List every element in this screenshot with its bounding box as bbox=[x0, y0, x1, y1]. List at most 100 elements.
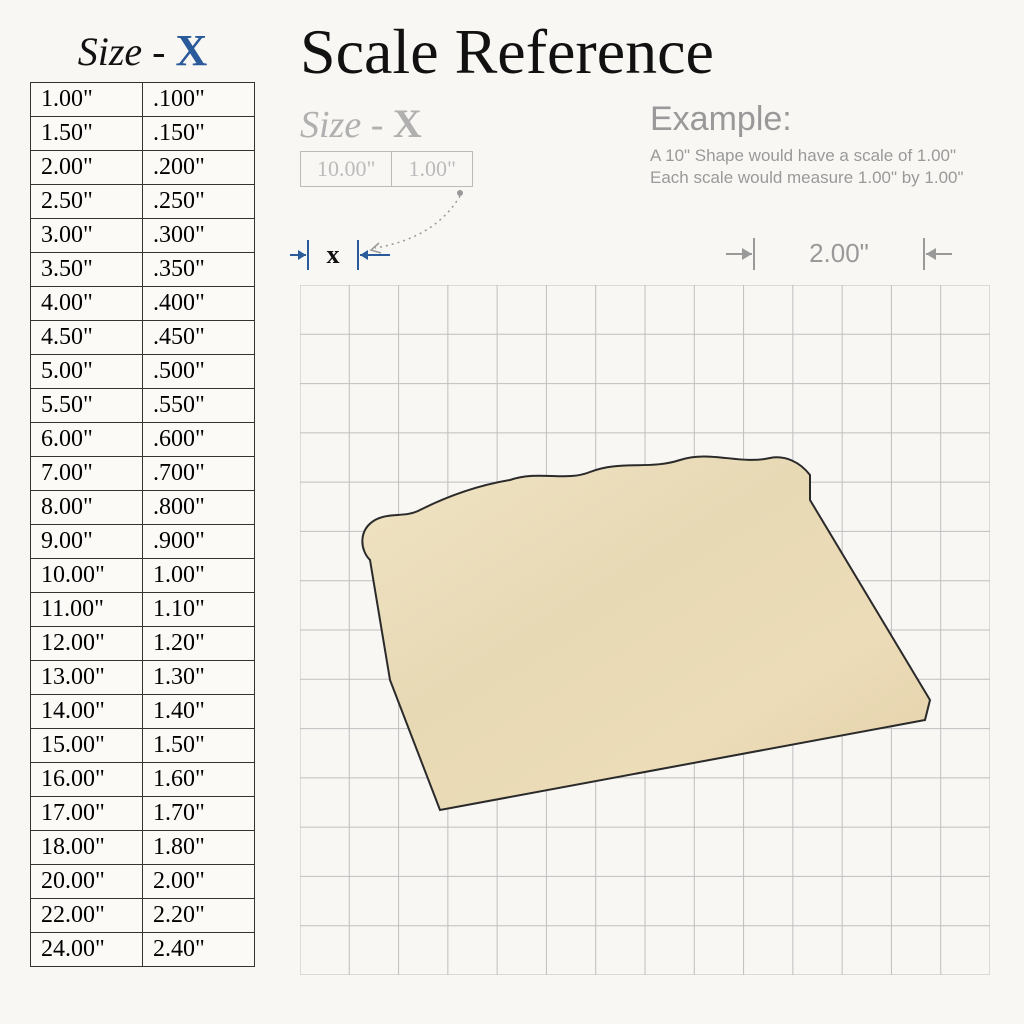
table-row: 7.00".700" bbox=[31, 457, 255, 491]
size-table: 1.00".100"1.50".150"2.00".200"2.50".250"… bbox=[30, 82, 255, 967]
example-line-1: A 10" Shape would have a scale of 1.00" bbox=[650, 145, 1010, 167]
table-row: 20.00"2.00" bbox=[31, 865, 255, 899]
scale-cell: .450" bbox=[143, 321, 255, 355]
size-cell: 3.00" bbox=[31, 219, 143, 253]
scale-cell: 1.30" bbox=[143, 661, 255, 695]
table-row: 1.00".100" bbox=[31, 83, 255, 117]
table-row: 10.00"1.00" bbox=[31, 559, 255, 593]
table-row: 4.00".400" bbox=[31, 287, 255, 321]
two-inch-indicator: 2.00" bbox=[724, 232, 954, 272]
size-cell: 8.00" bbox=[31, 491, 143, 525]
size-cell: 9.00" bbox=[31, 525, 143, 559]
scale-cell: 1.40" bbox=[143, 695, 255, 729]
size-cell: 14.00" bbox=[31, 695, 143, 729]
table-row: 1.50".150" bbox=[31, 117, 255, 151]
size-cell: 5.00" bbox=[31, 355, 143, 389]
size-cell: 20.00" bbox=[31, 865, 143, 899]
x-letter: x bbox=[327, 240, 340, 269]
scale-cell: 1.00" bbox=[143, 559, 255, 593]
scale-cell: 2.20" bbox=[143, 899, 255, 933]
scale-cell: .700" bbox=[143, 457, 255, 491]
table-row: 12.00"1.20" bbox=[31, 627, 255, 661]
table-row: 11.00"1.10" bbox=[31, 593, 255, 627]
scale-cell: 1.70" bbox=[143, 797, 255, 831]
scale-cell: .350" bbox=[143, 253, 255, 287]
mini-x: X bbox=[393, 101, 422, 146]
scale-cell: .100" bbox=[143, 83, 255, 117]
scale-cell: 1.50" bbox=[143, 729, 255, 763]
table-row: 15.00"1.50" bbox=[31, 729, 255, 763]
table-row: 2.00".200" bbox=[31, 151, 255, 185]
size-cell: 2.00" bbox=[31, 151, 143, 185]
size-cell: 4.00" bbox=[31, 287, 143, 321]
size-cell: 5.50" bbox=[31, 389, 143, 423]
size-cell: 4.50" bbox=[31, 321, 143, 355]
scale-cell: .900" bbox=[143, 525, 255, 559]
two-inch-label: 2.00" bbox=[724, 238, 954, 269]
table-row: 3.00".300" bbox=[31, 219, 255, 253]
size-header-prefix: Size - bbox=[78, 29, 176, 74]
scale-cell: 1.60" bbox=[143, 763, 255, 797]
table-row: 6.00".600" bbox=[31, 423, 255, 457]
scale-cell: .800" bbox=[143, 491, 255, 525]
size-cell: 2.50" bbox=[31, 185, 143, 219]
size-cell: 7.00" bbox=[31, 457, 143, 491]
scale-cell: 1.10" bbox=[143, 593, 255, 627]
size-header-x: X bbox=[175, 26, 207, 75]
size-cell: 3.50" bbox=[31, 253, 143, 287]
scale-cell: .600" bbox=[143, 423, 255, 457]
table-row: 13.00"1.30" bbox=[31, 661, 255, 695]
size-cell: 12.00" bbox=[31, 627, 143, 661]
size-table-header: Size - X bbox=[30, 25, 255, 76]
table-row: 18.00"1.80" bbox=[31, 831, 255, 865]
table-row: 17.00"1.70" bbox=[31, 797, 255, 831]
table-row: 5.50".550" bbox=[31, 389, 255, 423]
scale-cell: .400" bbox=[143, 287, 255, 321]
size-cell: 16.00" bbox=[31, 763, 143, 797]
table-row: 16.00"1.60" bbox=[31, 763, 255, 797]
scale-cell: .200" bbox=[143, 151, 255, 185]
table-row: 22.00"2.20" bbox=[31, 899, 255, 933]
scale-cell: 1.80" bbox=[143, 831, 255, 865]
table-row: 2.50".250" bbox=[31, 185, 255, 219]
table-row: 14.00"1.40" bbox=[31, 695, 255, 729]
scale-cell: 1.20" bbox=[143, 627, 255, 661]
scale-cell: .500" bbox=[143, 355, 255, 389]
example-lines: A 10" Shape would have a scale of 1.00" … bbox=[650, 145, 1010, 189]
size-cell: 11.00" bbox=[31, 593, 143, 627]
table-row: 8.00".800" bbox=[31, 491, 255, 525]
size-cell: 17.00" bbox=[31, 797, 143, 831]
mini-table: 10.00" 1.00" bbox=[300, 151, 473, 187]
mini-cell-scale: 1.00" bbox=[392, 152, 472, 187]
size-cell: 18.00" bbox=[31, 831, 143, 865]
size-cell: 6.00" bbox=[31, 423, 143, 457]
size-cell: 22.00" bbox=[31, 899, 143, 933]
page-title: Scale Reference bbox=[300, 15, 714, 89]
size-cell: 15.00" bbox=[31, 729, 143, 763]
size-cell: 10.00" bbox=[31, 559, 143, 593]
table-row: 3.50".350" bbox=[31, 253, 255, 287]
mini-prefix: Size - bbox=[300, 104, 393, 146]
size-cell: 13.00" bbox=[31, 661, 143, 695]
table-row: 24.00"2.40" bbox=[31, 933, 255, 967]
scale-cell: .300" bbox=[143, 219, 255, 253]
table-row: 5.00".500" bbox=[31, 355, 255, 389]
mini-cell-size: 10.00" bbox=[301, 152, 392, 187]
example-title: Example: bbox=[650, 100, 1010, 139]
scale-cell: 2.00" bbox=[143, 865, 255, 899]
x-scale-indicator: x bbox=[290, 230, 420, 280]
size-cell: 1.00" bbox=[31, 83, 143, 117]
scale-cell: .550" bbox=[143, 389, 255, 423]
size-cell: 1.50" bbox=[31, 117, 143, 151]
size-table-container: Size - X 1.00".100"1.50".150"2.00".200"2… bbox=[30, 25, 255, 967]
table-row: 9.00".900" bbox=[31, 525, 255, 559]
size-cell: 24.00" bbox=[31, 933, 143, 967]
example-line-2: Each scale would measure 1.00" by 1.00" bbox=[650, 167, 1010, 189]
table-row: 4.50".450" bbox=[31, 321, 255, 355]
scale-cell: .250" bbox=[143, 185, 255, 219]
example-block: Size - X 10.00" 1.00" Example: A 10" Sha… bbox=[300, 100, 1000, 187]
scale-cell: .150" bbox=[143, 117, 255, 151]
example-text: Example: A 10" Shape would have a scale … bbox=[650, 100, 1010, 189]
scale-cell: 2.40" bbox=[143, 933, 255, 967]
wood-shape bbox=[330, 420, 970, 870]
